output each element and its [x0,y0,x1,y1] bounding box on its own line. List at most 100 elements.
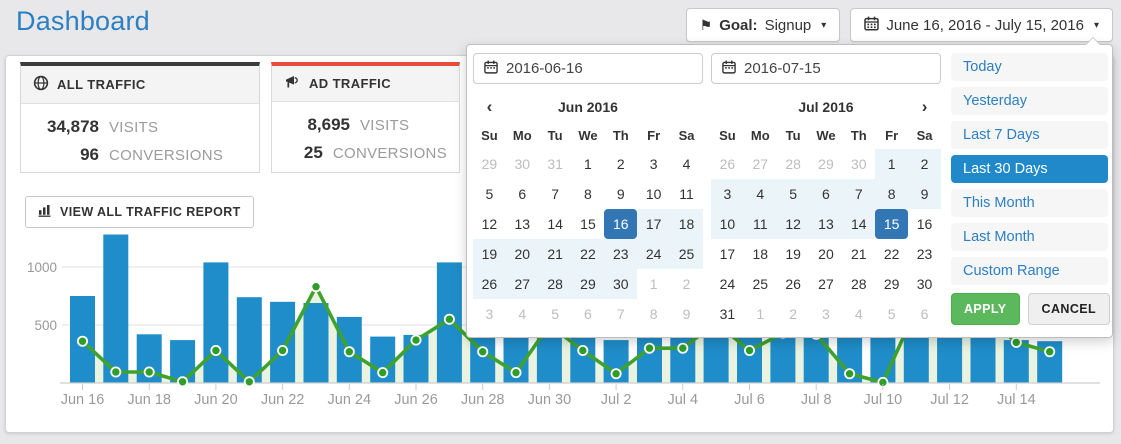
day-cell[interactable]: 9 [616,186,625,202]
day-cell[interactable]: 31 [719,306,736,322]
day-cell[interactable]: 17 [719,246,736,262]
range-option-last-month[interactable]: Last Month [951,223,1108,251]
range-option-this-month[interactable]: This Month [951,189,1108,217]
range-option-yesterday[interactable]: Yesterday [951,87,1108,115]
day-cell[interactable]: 27 [818,276,834,292]
view-all-traffic-report-button[interactable]: VIEW ALL TRAFFIC REPORT [25,196,254,228]
day-cell[interactable]: 5 [485,186,494,202]
day-cell[interactable]: 8 [649,306,658,322]
day-cell[interactable]: 28 [538,269,572,299]
day-cell[interactable]: 3 [711,179,744,209]
day-cell[interactable]: 7 [842,179,876,209]
range-option-today[interactable]: Today [951,53,1108,81]
day-cell[interactable]: 21 [851,246,867,262]
day-cell[interactable]: 15 [580,216,596,232]
day-cell[interactable]: 4 [682,156,691,172]
day-cell[interactable]: 16 [916,216,933,232]
day-cell[interactable]: 15 [875,209,909,239]
day-cell[interactable]: 26 [785,276,801,292]
day-cell[interactable]: 20 [505,239,539,269]
day-cell[interactable]: 14 [547,216,563,232]
day-cell[interactable]: 6 [518,186,527,202]
day-cell[interactable]: 3 [822,306,830,322]
day-cell[interactable]: 2 [789,306,797,322]
day-cell[interactable]: 27 [505,269,539,299]
day-cell[interactable]: 29 [883,276,900,292]
day-cell[interactable]: 22 [571,239,605,269]
day-cell[interactable]: 11 [743,209,777,239]
day-cell[interactable]: 25 [752,276,769,292]
range-option-last-7-days[interactable]: Last 7 Days [951,121,1108,149]
day-cell[interactable]: 10 [711,209,744,239]
day-cell[interactable]: 12 [776,209,810,239]
day-cell[interactable]: 14 [842,209,876,239]
date-range-button[interactable]: June 16, 2016 - July 15, 2016 ▾ [850,8,1113,42]
day-cell[interactable]: 1 [756,306,765,322]
day-cell[interactable]: 10 [645,186,662,202]
day-cell[interactable]: 9 [682,306,691,322]
day-cell[interactable]: 25 [670,239,703,269]
day-cell[interactable]: 24 [637,239,671,269]
day-cell[interactable]: 8 [584,186,592,202]
day-cell[interactable]: 26 [473,269,506,299]
day-cell[interactable]: 12 [481,216,498,232]
day-cell[interactable]: 30 [916,276,933,292]
day-cell[interactable]: 19 [473,239,506,269]
day-cell[interactable]: 1 [875,149,909,179]
day-cell[interactable]: 24 [719,276,736,292]
day-cell[interactable]: 28 [851,276,867,292]
next-month-button[interactable]: › [921,97,928,116]
day-cell[interactable]: 7 [616,306,625,322]
day-cell[interactable]: 4 [743,179,777,209]
day-cell[interactable]: 23 [604,239,638,269]
day-cell[interactable]: 18 [670,209,703,239]
day-cell[interactable]: 29 [481,156,498,172]
end-date-input[interactable]: 2016-07-15 [711,53,941,84]
day-cell[interactable]: 2 [908,149,941,179]
day-cell[interactable]: 7 [551,186,559,202]
day-cell[interactable]: 4 [518,306,527,322]
day-cell[interactable]: 30 [514,156,531,172]
prev-month-button[interactable]: ‹ [486,97,493,116]
day-cell[interactable]: 28 [785,156,801,172]
day-cell[interactable]: 2 [682,276,691,292]
day-cell[interactable]: 27 [752,156,769,172]
day-cell[interactable]: 22 [883,246,900,262]
day-cell[interactable]: 5 [887,306,896,322]
day-cell[interactable]: 5 [776,179,810,209]
day-cell[interactable]: 31 [547,156,563,172]
day-cell[interactable]: 11 [679,186,694,202]
day-cell[interactable]: 30 [851,156,867,172]
day-cell[interactable]: 6 [584,306,592,322]
day-cell[interactable]: 9 [908,179,941,209]
day-cell[interactable]: 26 [719,156,736,172]
goal-selector-button[interactable]: ⚑ Goal: Signup ▾ [685,8,841,42]
day-cell[interactable]: 18 [752,246,769,262]
apply-button[interactable]: APPLY [951,293,1020,325]
range-option-last-30-days[interactable]: Last 30 Days [951,155,1108,183]
day-cell[interactable]: 20 [818,246,834,262]
day-cell[interactable]: 1 [584,156,592,172]
start-date-input[interactable]: 2016-06-16 [473,53,703,84]
day-cell[interactable]: 2 [616,156,625,172]
day-cell[interactable]: 8 [875,179,909,209]
day-cell[interactable]: 19 [785,246,801,262]
range-option-custom-range[interactable]: Custom Range [951,257,1108,285]
day-cell[interactable]: 30 [604,269,638,299]
day-cell[interactable]: 29 [818,156,834,172]
day-cell[interactable]: 6 [920,306,929,322]
day-cell[interactable]: 17 [637,209,671,239]
day-cell[interactable]: 29 [571,269,605,299]
day-cell[interactable]: 13 [809,209,843,239]
day-cell[interactable]: 1 [649,276,658,292]
day-cell[interactable]: 5 [551,306,559,322]
day-cell[interactable]: 13 [514,216,531,232]
day-cell[interactable]: 3 [649,156,658,172]
day-cell[interactable]: 16 [604,209,638,239]
cancel-button[interactable]: CANCEL [1027,293,1111,325]
day-cell[interactable]: 4 [854,306,863,322]
day-cell[interactable]: 23 [916,246,933,262]
day-cell[interactable]: 6 [809,179,843,209]
day-cell[interactable]: 3 [485,306,494,322]
day-cell[interactable]: 21 [538,239,572,269]
